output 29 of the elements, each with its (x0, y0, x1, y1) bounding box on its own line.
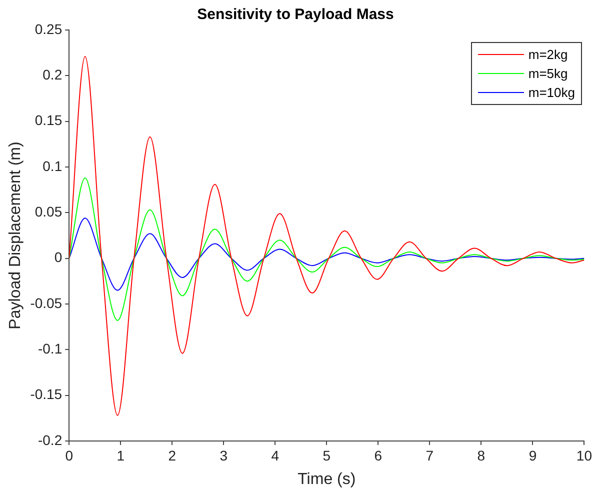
x-tick-label: 3 (220, 447, 228, 464)
y-tick-label: 0.25 (34, 20, 62, 37)
y-tick-label: -0.1 (38, 340, 62, 357)
x-tick-label: 2 (168, 447, 176, 464)
x-tick-label: 7 (426, 447, 434, 464)
y-tick-label: 0.2 (42, 66, 62, 83)
y-axis-title: Payload Displacement (m) (7, 142, 24, 330)
x-tick-label: 4 (271, 447, 280, 464)
y-tick-label: 0 (54, 249, 62, 266)
y-tick-label: 0.1 (42, 158, 62, 174)
x-tick-label: 6 (374, 447, 382, 464)
legend-label: m=2kg (528, 47, 568, 62)
x-tick-label: 5 (322, 447, 331, 464)
x-tick-label: 1 (116, 447, 125, 464)
x-tick-label: 10 (576, 447, 592, 464)
chart-title: Sensitivity to Payload Mass (197, 6, 394, 24)
x-tick-label: 8 (477, 447, 486, 464)
y-tick-label: 0.15 (34, 112, 62, 128)
line-series (69, 218, 584, 291)
legend-label: m=5kg (528, 66, 568, 81)
y-tick-label: -0.2 (38, 432, 62, 448)
y-tick-label: 0.05 (34, 204, 62, 220)
x-axis-title: Time (s) (298, 470, 356, 488)
y-tick-label: -0.15 (30, 386, 62, 402)
x-tick-label: 9 (528, 447, 537, 464)
legend-label: m=10kg (528, 85, 575, 100)
x-tick-label: 0 (65, 447, 74, 464)
line-series (69, 177, 584, 321)
y-tick-label: -0.05 (30, 294, 62, 311)
